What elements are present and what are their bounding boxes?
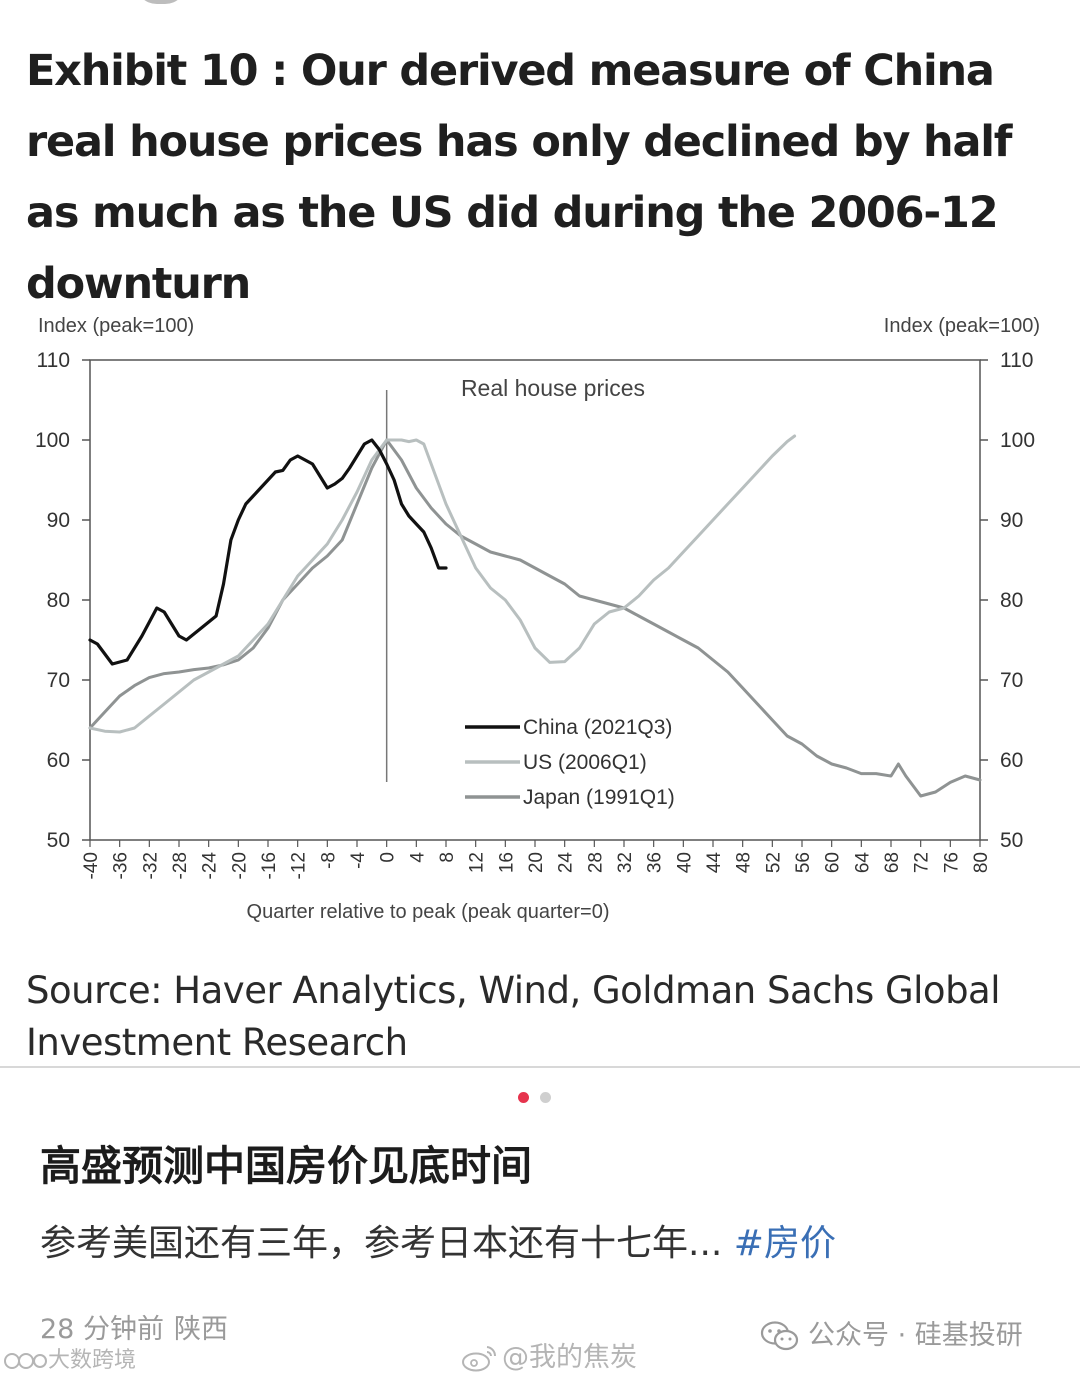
x-tick-label: 32 xyxy=(615,852,636,873)
post-region: 陕西 xyxy=(173,1314,228,1345)
x-tick-label: 0 xyxy=(378,852,399,863)
x-tick-label: -32 xyxy=(140,852,161,879)
y-tick-label-right: 60 xyxy=(1000,749,1023,772)
avatar xyxy=(135,0,187,4)
x-tick-label: 76 xyxy=(941,852,962,873)
x-tick-label: 80 xyxy=(971,852,992,873)
chart-svg: Real house prices Index (peak=100) Index… xyxy=(35,315,1040,923)
x-tick-label: -16 xyxy=(259,852,280,879)
y-axis-label-right: Index (peak=100) xyxy=(884,315,1040,337)
x-tick-label: 36 xyxy=(645,852,666,873)
y-tick-label-right: 100 xyxy=(1000,429,1035,452)
x-tick-label: 60 xyxy=(823,852,844,873)
x-tick-label: 64 xyxy=(852,852,873,874)
y-tick-label-left: 80 xyxy=(47,589,70,612)
x-tick-label: -40 xyxy=(81,852,102,879)
x-tick-label: 20 xyxy=(526,852,547,873)
y-tick-label-left: 60 xyxy=(47,749,70,772)
x-tick-label: 24 xyxy=(556,852,577,874)
y-tick-label-left: 100 xyxy=(35,429,70,452)
x-tick-label: 8 xyxy=(437,852,458,863)
chart: Real house prices Index (peak=100) Index… xyxy=(0,290,1080,930)
y-tick-label-right: 80 xyxy=(1000,589,1023,612)
post-title: 高盛预测中国房价见底时间 xyxy=(40,1142,532,1190)
x-tick-label: -20 xyxy=(229,852,250,879)
y-tick-label-right: 110 xyxy=(1000,349,1033,372)
carousel-dot[interactable] xyxy=(540,1092,551,1103)
y-tick-label-left: 70 xyxy=(47,669,70,692)
x-axis-label: Quarter relative to peak (peak quarter=0… xyxy=(247,901,610,923)
x-tick-label: 56 xyxy=(793,852,814,873)
legend-label: China (2021Q3) xyxy=(523,716,672,739)
x-tick-label: -36 xyxy=(111,852,132,879)
x-tick-label: 52 xyxy=(763,852,784,873)
exhibit-title: Exhibit 10 : Our derived measure of Chin… xyxy=(26,46,1013,309)
x-tick-label: -24 xyxy=(200,852,221,880)
x-tick-label: 44 xyxy=(704,852,725,874)
series-line-0 xyxy=(88,438,448,666)
legend-label: Japan (1991Q1) xyxy=(523,786,675,809)
x-tick-label: 48 xyxy=(734,852,755,873)
post-body-text: 参考美国还有三年，参考日本还有十七年... xyxy=(40,1223,723,1264)
carousel-dot-active[interactable] xyxy=(518,1092,529,1103)
y-tick-label-right: 90 xyxy=(1000,509,1023,532)
legend-label: US (2006Q1) xyxy=(523,751,647,774)
weibo-watermark-text: @我的焦炭 xyxy=(502,1342,637,1373)
watermark-logo-icon xyxy=(4,1353,47,1369)
y-tick-label-left: 110 xyxy=(37,349,70,372)
legend: China (2021Q3) US (2006Q1) Japan (1991Q1) xyxy=(465,716,675,809)
x-tick-label: 72 xyxy=(912,852,933,873)
wechat-watermark-text: 公众号 · 硅基投研 xyxy=(808,1320,1023,1351)
x-tick-label: 12 xyxy=(467,852,488,873)
x-tick-label: 28 xyxy=(585,852,606,873)
y-tick-label-left: 50 xyxy=(47,829,70,852)
corner-watermark: 大数跨境 xyxy=(2,1344,136,1378)
hashtag-link[interactable]: #房价 xyxy=(733,1223,836,1264)
divider xyxy=(0,1066,1080,1068)
x-tick-label: 68 xyxy=(882,852,903,873)
y-tick-label-right: 50 xyxy=(1000,829,1023,852)
wechat-watermark: 公众号 · 硅基投研 xyxy=(760,1318,1023,1354)
series-line-2 xyxy=(88,438,982,798)
chart-title: Real house prices xyxy=(461,375,645,401)
y-axis-label-left: Index (peak=100) xyxy=(38,315,194,337)
wechat-icon xyxy=(760,1321,799,1351)
post-meta: 28 分钟前 陕西 xyxy=(40,1312,228,1348)
x-tick-label: 16 xyxy=(496,852,517,873)
x-tick-label: -12 xyxy=(289,852,310,879)
weibo-watermark: @我的焦炭 xyxy=(460,1340,637,1376)
corner-watermark-text: 大数跨境 xyxy=(48,1348,137,1373)
x-tick-label: 40 xyxy=(674,852,695,873)
post-body: 参考美国还有三年，参考日本还有十七年... #房价 xyxy=(40,1218,836,1270)
x-tick-label: 4 xyxy=(407,852,428,863)
weibo-icon xyxy=(462,1346,497,1372)
x-tick-label: -28 xyxy=(170,852,191,879)
x-tick-label: -4 xyxy=(348,852,369,869)
x-tick-label: -8 xyxy=(318,852,339,869)
y-tick-label-right: 70 xyxy=(1000,669,1023,692)
post-time: 28 分钟前 xyxy=(40,1314,164,1345)
source-note: Source: Haver Analytics, Wind, Goldman S… xyxy=(26,969,1001,1064)
series-line-1 xyxy=(88,434,797,734)
y-tick-label-left: 90 xyxy=(47,509,70,532)
